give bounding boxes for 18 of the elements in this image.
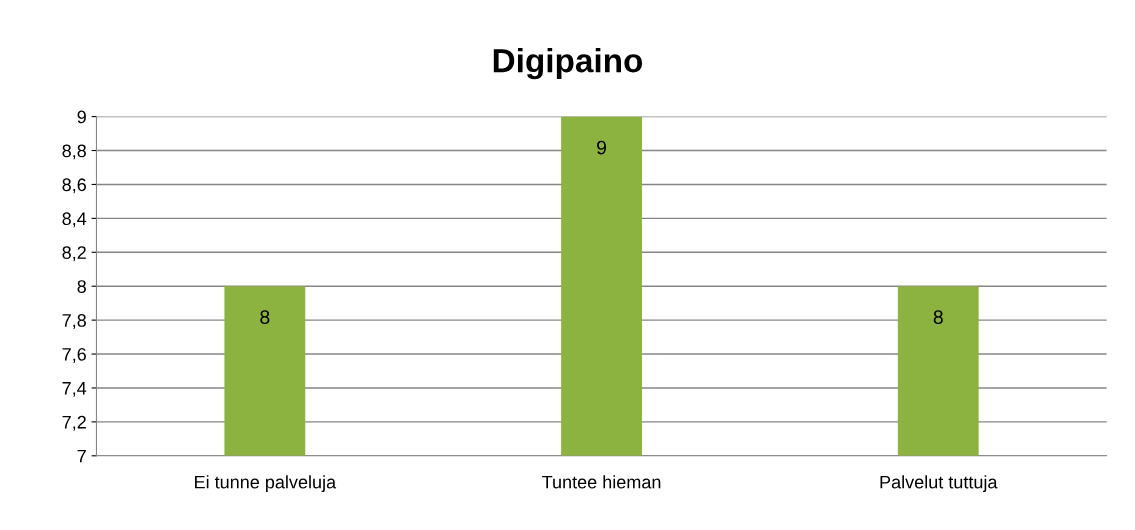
y-tick-label: 7,2 bbox=[62, 415, 86, 431]
y-tick-label: 7,8 bbox=[62, 314, 86, 329]
data-label: 8 bbox=[260, 310, 270, 325]
data-label: 8 bbox=[933, 310, 943, 325]
chart-title: Digipaino bbox=[493, 47, 643, 80]
data-label: 9 bbox=[597, 140, 607, 155]
y-tick-label: 7 bbox=[77, 449, 86, 463]
y-tick-label: 8,4 bbox=[62, 212, 87, 228]
y-tick-label: 7,6 bbox=[62, 347, 86, 363]
x-tick-label: Tuntee hieman bbox=[542, 475, 661, 489]
y-tick-label: 8,6 bbox=[62, 178, 86, 194]
y-tick-label: 9 bbox=[77, 110, 86, 124]
y-tick-label: 7,4 bbox=[62, 382, 87, 397]
y-tick-label: 8,2 bbox=[62, 246, 86, 262]
y-tick-label: 8 bbox=[77, 280, 86, 293]
y-tick-label: 8,8 bbox=[62, 144, 86, 160]
x-tick-label: Palvelut tuttuja bbox=[880, 475, 998, 493]
x-tick-label: Ei tunne palveluja bbox=[195, 475, 337, 493]
